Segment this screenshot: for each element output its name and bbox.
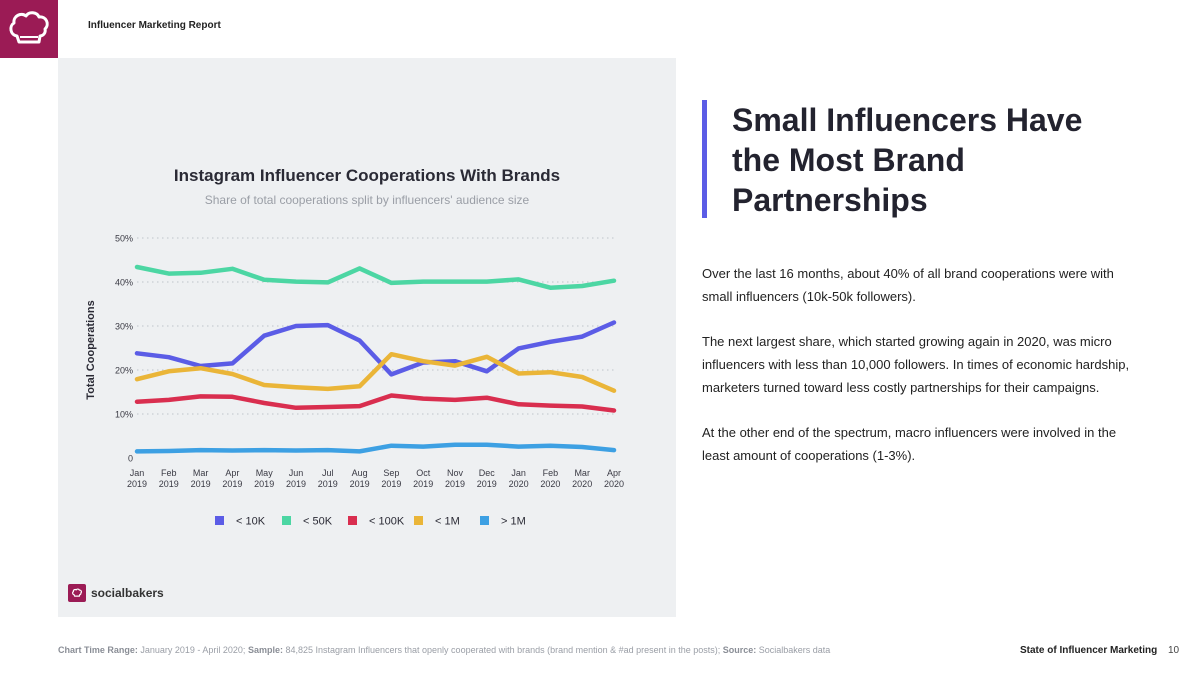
x-tick-label: Jul (322, 468, 334, 478)
series-line (134, 351, 617, 393)
legend-swatch (282, 516, 291, 525)
x-tick-label: 2019 (413, 479, 433, 489)
x-tick-label: 2019 (318, 479, 338, 489)
x-tick-label: Jan (511, 468, 526, 478)
x-tick-label: 2019 (254, 479, 274, 489)
y-axis-label: Total Cooperations (85, 300, 97, 399)
line-chart: 010%20%30%40%50%Total CooperationsJan201… (85, 234, 624, 528)
chart-title: Instagram Influencer Cooperations With B… (173, 166, 561, 185)
y-tick-label: 30% (115, 322, 133, 332)
chart-panel: Instagram Influencer Cooperations With B… (58, 58, 676, 617)
headline-accent-bar (702, 100, 707, 218)
brand-name: socialbakers (91, 586, 164, 600)
x-tick-label: 2019 (477, 479, 497, 489)
x-tick-label: Dec (479, 468, 496, 478)
paragraph: The next largest share, which started gr… (702, 334, 1130, 395)
legend-label: > 1M (501, 516, 526, 528)
legend-label: < 10K (236, 516, 266, 528)
x-tick-label: Jun (289, 468, 304, 478)
legend-swatch (414, 516, 423, 525)
x-tick-label: Sep (383, 468, 399, 478)
x-tick-label: 2019 (286, 479, 306, 489)
x-tick-label: Feb (543, 468, 559, 478)
time-range: January 2019 - April 2020; (137, 645, 248, 655)
legend-swatch (215, 516, 224, 525)
series-line (134, 320, 617, 377)
body-text: Over the last 16 months, about 40% of al… (702, 262, 1142, 489)
legend-swatch (480, 516, 489, 525)
x-tick-label: 2019 (445, 479, 465, 489)
x-tick-label: 2019 (350, 479, 370, 489)
x-tick-label: 2020 (604, 479, 624, 489)
y-tick-label: 40% (115, 278, 133, 288)
sample-label: Sample: (247, 645, 283, 655)
y-tick-label: 10% (115, 410, 133, 420)
series-line (134, 264, 617, 290)
chef-hat-icon (68, 584, 86, 602)
source-label: Source: (722, 645, 757, 655)
socialbakers-brand: socialbakers (68, 584, 164, 602)
x-tick-label: Jan (130, 468, 145, 478)
x-tick-label: Mar (574, 468, 590, 478)
legend-label: < 100K (369, 516, 405, 528)
x-tick-label: Feb (161, 468, 177, 478)
brand-logo (0, 0, 58, 58)
x-tick-label: Oct (416, 468, 431, 478)
x-tick-label: 2020 (509, 479, 529, 489)
page-headline: Small Influencers Have the Most Brand Pa… (732, 102, 1083, 218)
page-number: 10 (1168, 645, 1180, 656)
x-tick-label: 2019 (222, 479, 242, 489)
footer-report-title: State of Influencer Marketing (1020, 645, 1158, 656)
x-tick-label: Nov (447, 468, 464, 478)
chart-subtitle: Share of total cooperations split by inf… (204, 193, 530, 207)
legend-swatch (348, 516, 357, 525)
source: Socialbakers data (756, 645, 831, 655)
time-range-label: Chart Time Range: (58, 645, 138, 655)
x-tick-label: 2019 (127, 479, 147, 489)
report-name: Influencer Marketing Report (88, 20, 221, 31)
series-line (134, 393, 617, 413)
paragraph: Over the last 16 months, about 40% of al… (702, 266, 1114, 304)
x-tick-label: 2020 (572, 479, 592, 489)
legend-label: < 1M (435, 516, 460, 528)
x-tick-label: 2020 (540, 479, 560, 489)
paragraph: At the other end of the spectrum, macro … (702, 425, 1117, 463)
y-tick-label: 0 (128, 454, 133, 464)
x-tick-label: Apr (225, 468, 239, 478)
series-line (134, 442, 617, 454)
footer-note: Chart Time Range: January 2019 - April 2… (58, 645, 830, 655)
x-tick-label: Apr (607, 468, 621, 478)
x-tick-label: Mar (193, 468, 209, 478)
sample: 84,825 Instagram Influencers that openly… (282, 645, 723, 655)
x-tick-label: May (256, 468, 274, 478)
x-tick-label: 2019 (191, 479, 211, 489)
x-tick-label: 2019 (159, 479, 179, 489)
x-tick-label: Aug (352, 468, 368, 478)
y-tick-label: 50% (115, 234, 133, 244)
legend-label: < 50K (303, 516, 333, 528)
y-tick-label: 20% (115, 366, 133, 376)
chef-hat-icon (9, 11, 49, 44)
x-tick-label: 2019 (381, 479, 401, 489)
